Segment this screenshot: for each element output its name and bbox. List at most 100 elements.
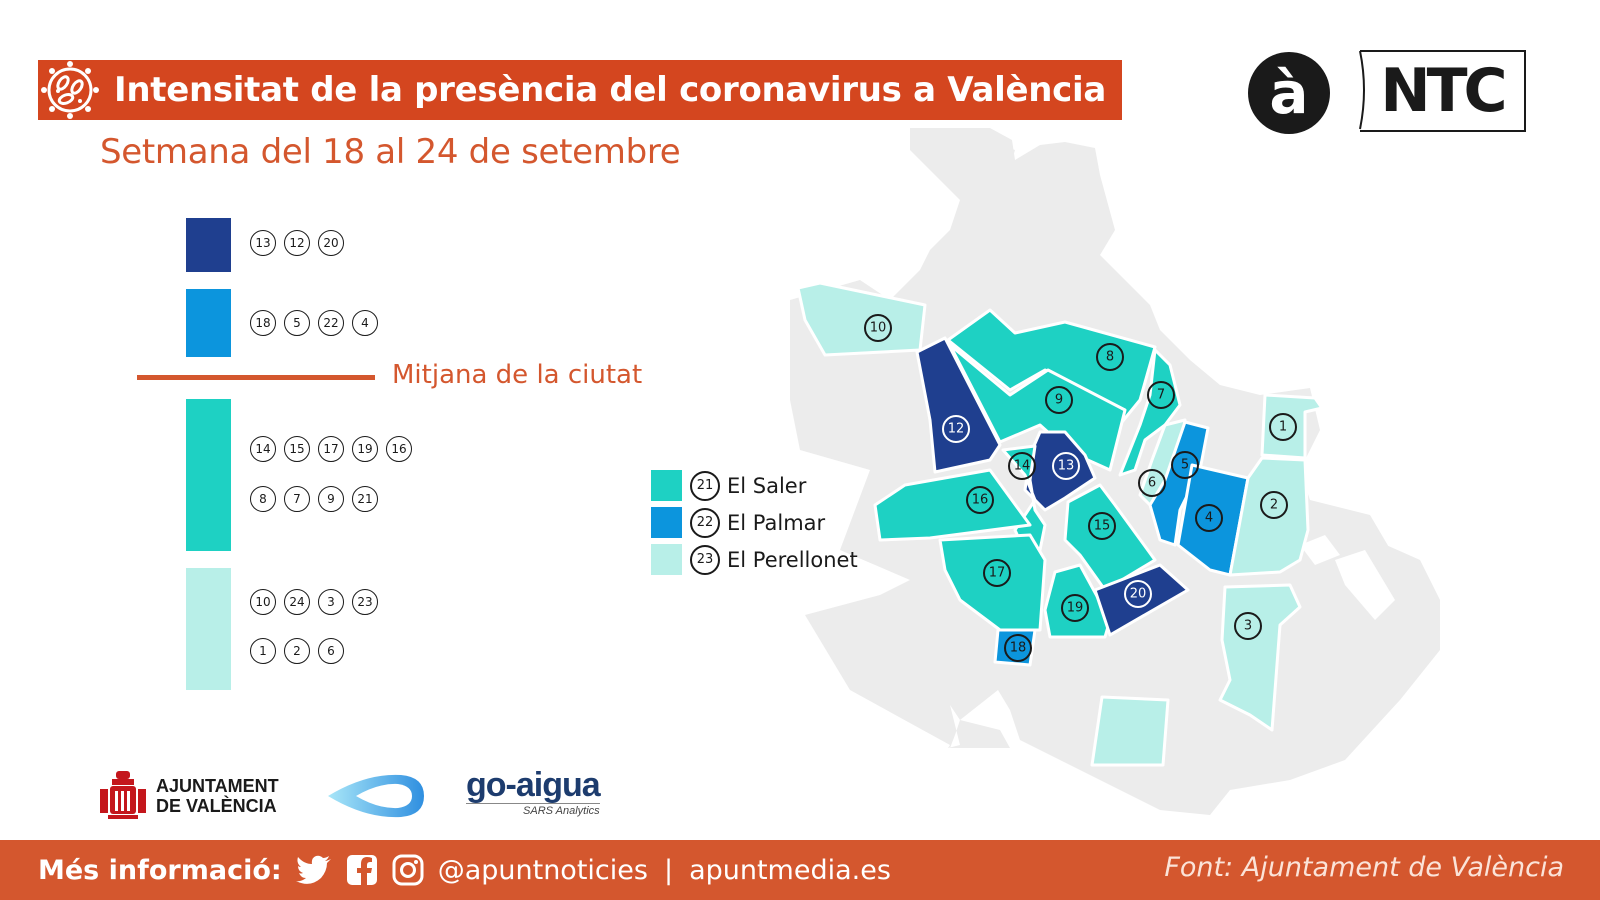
district-badge: 2 <box>284 638 310 664</box>
district-19 <box>1043 563 1112 639</box>
swatch <box>651 470 682 501</box>
legend-row-very-high: 13 12 20 <box>250 230 344 256</box>
svg-text:15: 15 <box>1094 519 1111 534</box>
district-badge: 5 <box>284 310 310 336</box>
special-districts-legend: 21 El Saler 22 El Palmar 23 El Perellone… <box>651 467 858 578</box>
district-16 <box>873 468 1032 542</box>
svg-text:5: 5 <box>1181 458 1189 473</box>
district-badge: 23 <box>352 589 378 615</box>
district-badge: 18 <box>250 310 276 336</box>
special-district-el-saler: 21 El Saler <box>651 467 858 504</box>
district-label-20: 20 <box>1124 580 1152 608</box>
svg-text:4: 4 <box>1205 511 1213 526</box>
district-18 <box>993 628 1037 667</box>
svg-text:14: 14 <box>1014 459 1031 474</box>
district-label-19: 19 <box>1061 594 1089 622</box>
special-district-label: El Perellonet <box>727 547 858 572</box>
district-8 <box>946 308 1157 424</box>
svg-text:20: 20 <box>1130 587 1147 602</box>
ntc-logo: NTC <box>1360 50 1526 132</box>
district-southern-area <box>1090 695 1170 767</box>
svg-text:7: 7 <box>1157 388 1165 403</box>
virus-icon <box>38 60 102 120</box>
legend-row-low-2: 1 2 6 <box>250 638 344 664</box>
social-handle-link[interactable]: @apuntnoticies <box>437 854 648 886</box>
legend-row-low-1: 10 24 3 23 <box>250 589 378 615</box>
special-district-el-palmar: 22 El Palmar <box>651 504 858 541</box>
district-12 <box>915 336 1002 474</box>
facebook-icon[interactable] <box>346 854 378 886</box>
more-info-label: Més informació: <box>38 854 282 886</box>
ajuntament-line2: DE VALÈNCIA <box>156 796 277 816</box>
svg-text:9: 9 <box>1055 393 1063 408</box>
svg-text:1: 1 <box>1279 420 1287 435</box>
district-label-15: 15 <box>1088 512 1116 540</box>
source-credit: Font: Ajuntament de València <box>1164 852 1564 883</box>
district-label-3: 3 <box>1234 612 1262 640</box>
district-label-16: 16 <box>966 486 994 514</box>
district-9 <box>948 343 1127 472</box>
ajuntament-logo: AJUNTAMENT DE VALÈNCIA <box>98 769 279 823</box>
apunt-ntc-logo: à NTC <box>1248 50 1528 134</box>
district-badge: 24 <box>284 589 310 615</box>
district-badge: 6 <box>318 638 344 664</box>
district-badge: 3 <box>318 589 344 615</box>
district-badge: 21 <box>690 470 720 501</box>
instagram-icon[interactable] <box>392 854 424 886</box>
district-label-18: 18 <box>1004 634 1032 662</box>
website-link[interactable]: apuntmedia.es <box>689 854 891 886</box>
district-label-5: 5 <box>1171 451 1199 479</box>
district-badge: 17 <box>318 436 344 462</box>
district-label-14: 14 <box>1008 452 1036 480</box>
special-district-el-perellonet: 23 El Perellonet <box>651 541 858 578</box>
district-badge: 16 <box>386 436 412 462</box>
district-badge: 7 <box>284 486 310 512</box>
district-label-4: 4 <box>1195 504 1223 532</box>
svg-text:2: 2 <box>1270 498 1278 513</box>
legend-row-medium-2: 8 7 9 21 <box>250 486 378 512</box>
district-badge: 10 <box>250 589 276 615</box>
svg-text:16: 16 <box>972 493 989 508</box>
legend-row-high: 18 5 22 4 <box>250 310 378 336</box>
svg-text:10: 10 <box>870 321 887 336</box>
twitter-icon[interactable] <box>295 855 332 885</box>
district-badge: 12 <box>284 230 310 256</box>
special-district-label: El Saler <box>727 473 807 498</box>
district-badge: 8 <box>250 486 276 512</box>
legend-swatch-very-high <box>186 218 231 272</box>
district-20 <box>1093 563 1190 637</box>
ajuntament-line1: AJUNTAMENT <box>156 776 279 796</box>
district-label-12: 12 <box>942 415 970 443</box>
goaigua-wordmark: go-aigua <box>466 766 601 804</box>
district-label-13: 13 <box>1052 452 1080 480</box>
district-label-1: 1 <box>1269 413 1297 441</box>
district-badge: 21 <box>352 486 378 512</box>
svg-text:19: 19 <box>1067 601 1084 616</box>
page-title: Intensitat de la presència del coronavir… <box>114 70 1106 110</box>
apunt-logo: à <box>1248 52 1330 134</box>
district-4 <box>1176 463 1250 577</box>
district-label-10: 10 <box>864 314 892 342</box>
water-drop-logo-icon <box>328 774 424 818</box>
district-badge: 9 <box>318 486 344 512</box>
district-badge: 22 <box>690 507 720 538</box>
district-5 <box>1148 420 1210 547</box>
district-label-2: 2 <box>1260 491 1288 519</box>
svg-text:18: 18 <box>1010 641 1027 656</box>
district-badge: 19 <box>352 436 378 462</box>
goaigua-logo: go-aigua SARS Analytics <box>466 765 601 817</box>
district-7 <box>1118 348 1182 477</box>
district-label-8: 8 <box>1096 343 1124 371</box>
svg-text:17: 17 <box>989 566 1006 581</box>
page-subtitle: Setmana del 18 al 24 de setembre <box>100 132 681 172</box>
legend-swatch-medium <box>186 399 231 551</box>
svg-text:13: 13 <box>1058 459 1075 474</box>
district-badge: 4 <box>352 310 378 336</box>
district-badge: 20 <box>318 230 344 256</box>
svg-text:12: 12 <box>948 422 965 437</box>
city-average-line <box>137 375 375 380</box>
coat-of-arms-icon <box>100 771 146 819</box>
district-3 <box>1218 583 1302 732</box>
svg-text:3: 3 <box>1244 619 1252 634</box>
